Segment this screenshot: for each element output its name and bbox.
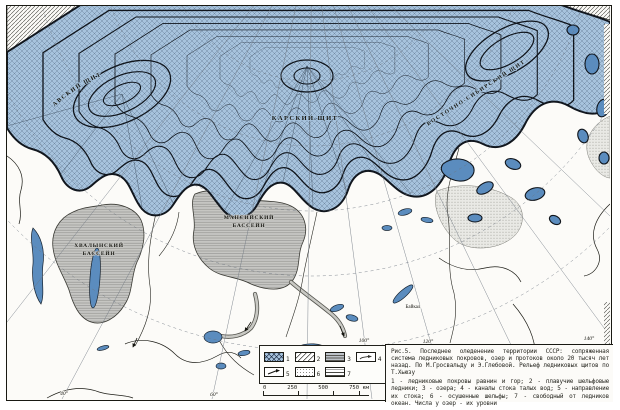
legend-swatch-ice-sheets [264,351,284,362]
scale-tick-label: 0 [263,385,267,391]
svg-text:БАССЕЙН: БАССЕЙН [232,221,265,229]
meridian-label-100: 100° [359,337,370,344]
legend-number: 5 [286,371,290,378]
legend-swatch-shelf-ice [294,351,315,362]
flow-arrows [132,321,345,348]
scale-bar-labels: 0 250 500 750 км [263,385,369,391]
legend-row-1: 1 2 3 4 [264,349,382,364]
frame-edge-hatch [604,24,610,344]
legend-swatch-channels [355,351,376,362]
scale-bar: 0 250 500 750 км [263,385,369,396]
label-kara-shield: КАРСКИЙ ЩИТ [272,114,339,122]
legend-swatch-ice-free-ocean [325,366,346,377]
legend-swatch-lakes [325,351,346,362]
meridian-label-120: 120° [423,338,434,345]
label-mansi-basin: МАНСИЙСКИЙ [224,213,275,221]
legend-swatch-flow-direction [264,366,284,377]
scale-tick-label: 750 км [349,385,369,391]
lake-baikal [392,284,414,304]
meridian-label-40: 40° [60,390,69,397]
rivers [134,147,460,376]
scale-tick-label: 500 [318,385,329,391]
legend-number: 1 [286,356,290,363]
figure-caption: Рис.5. Последнее оледенение территории С… [385,344,613,407]
legend-number: 2 [316,356,321,363]
legend-number: 4 [377,356,382,363]
legend-number: 3 [347,356,351,363]
meridian-label-140: 140° [584,335,595,342]
scale-bar-line [263,391,369,396]
legend-swatch-dried-shelves [294,366,315,377]
legend-number: 7 [347,371,351,378]
caption-title: Рис.5. Последнее оледенение территории С… [391,348,609,377]
caption-legend-text: 1 - ледниковые покровы равнин и гор; 2 -… [391,378,609,407]
legend-number: 6 [316,371,321,378]
map-frame: СКАНДИНАВСКИЙ ЩИТ КАРСКИЙ ЩИТ ВОСТОЧНО-С… [6,5,612,401]
scale-tick-label: 250 [287,385,298,391]
glaciation-map: СКАНДИНАВСКИЙ ЩИТ КАРСКИЙ ЩИТ ВОСТОЧНО-С… [7,6,610,399]
graticule [7,6,610,399]
arrow-icon [267,368,280,374]
label-khvalynsk-basin: ХВАЛЫНСКИЙ [74,241,124,249]
ice-flowlines [7,65,412,211]
meltwater-channels [218,279,348,339]
mountain-ice-caps [441,24,610,226]
svg-text:БАССЕЙН: БАССЕЙН [82,249,115,257]
channel-icon [359,354,372,359]
label-baikal: Байкал [406,305,421,310]
legend-row-2: 5 6 7 [264,364,382,379]
map-legend: 1 2 3 4 5 6 7 [259,345,386,384]
meridian-label-60: 60° [210,391,219,398]
